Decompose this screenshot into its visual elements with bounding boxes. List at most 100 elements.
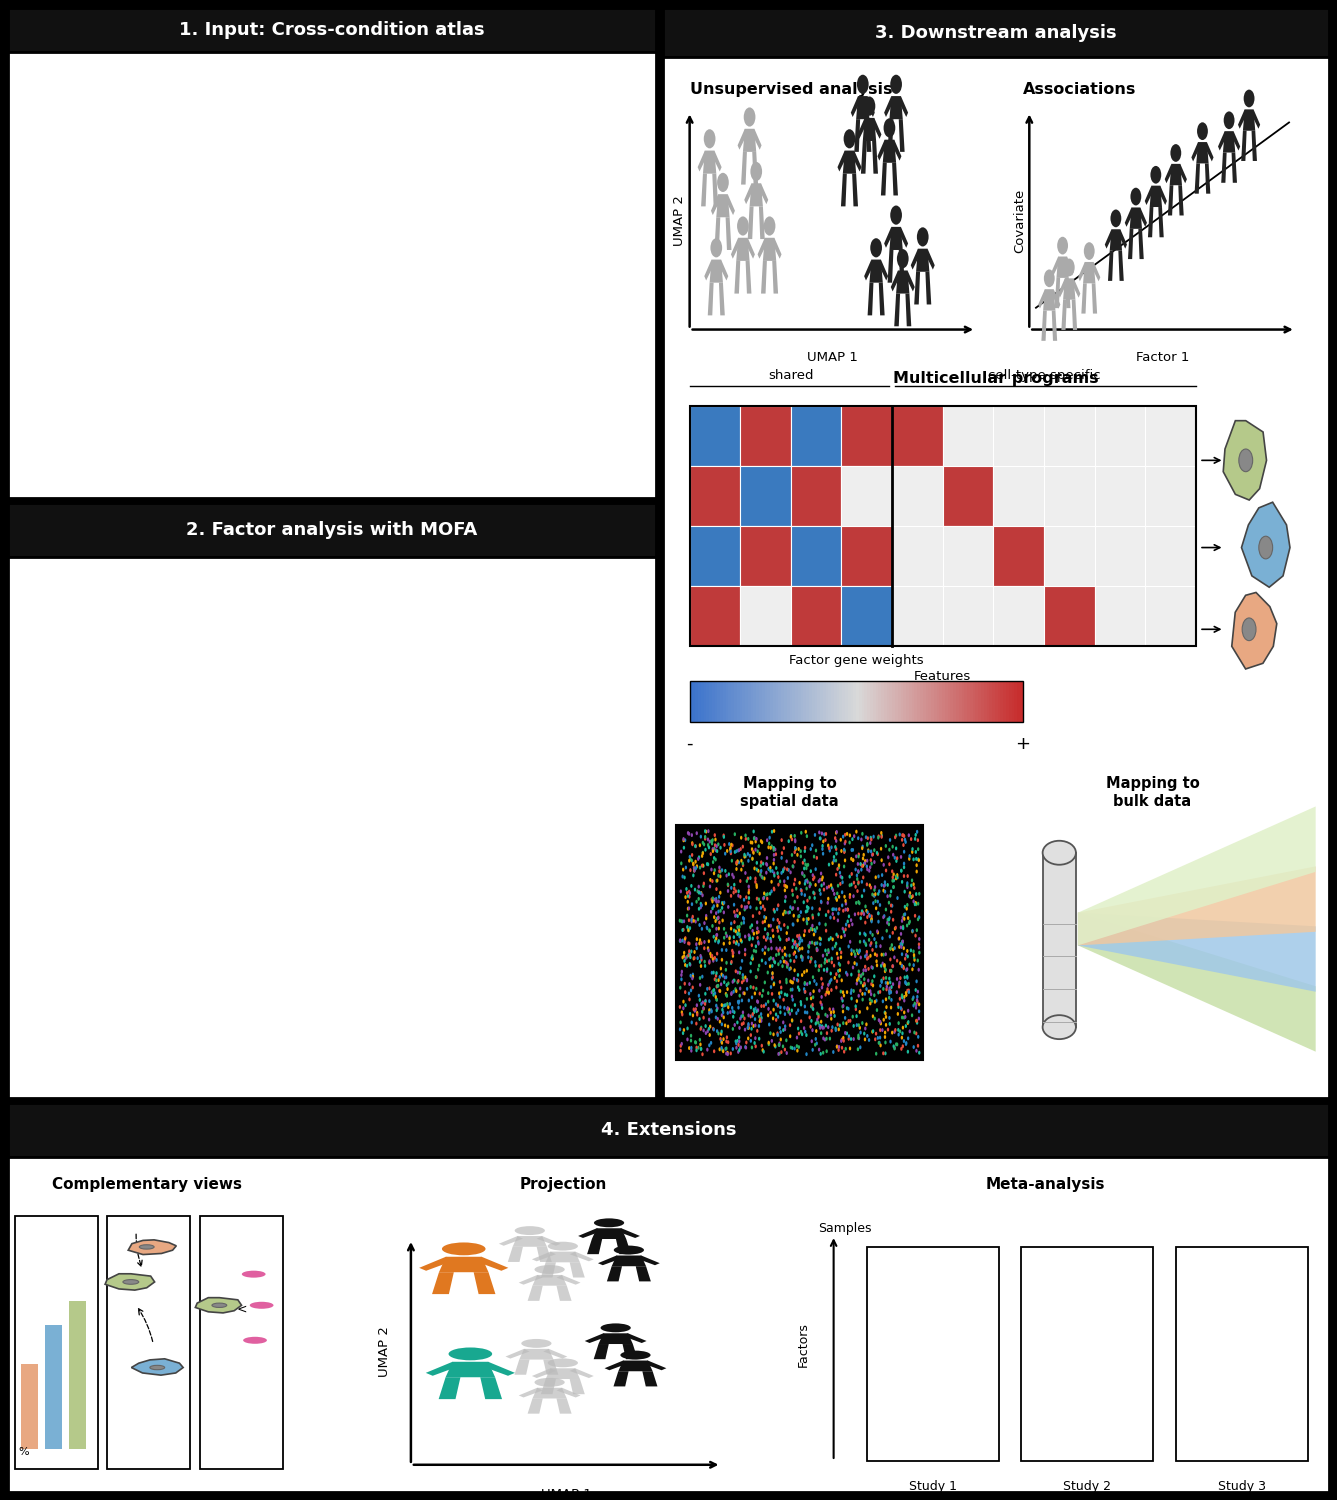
- Circle shape: [717, 915, 719, 920]
- Circle shape: [877, 912, 880, 915]
- Circle shape: [806, 862, 809, 867]
- Circle shape: [822, 1026, 825, 1029]
- Bar: [826, 681, 829, 722]
- Bar: [841, 466, 892, 526]
- Circle shape: [873, 894, 876, 898]
- Circle shape: [888, 996, 890, 999]
- Circle shape: [868, 1038, 870, 1042]
- Circle shape: [693, 862, 695, 867]
- Circle shape: [904, 980, 906, 984]
- Circle shape: [813, 933, 816, 936]
- Circle shape: [714, 833, 717, 837]
- Circle shape: [897, 1032, 900, 1036]
- Polygon shape: [623, 1334, 647, 1342]
- Polygon shape: [884, 96, 893, 117]
- Circle shape: [719, 1032, 722, 1036]
- Bar: [1043, 852, 1076, 1028]
- Circle shape: [682, 867, 685, 871]
- Circle shape: [733, 920, 735, 924]
- Circle shape: [872, 902, 874, 904]
- Circle shape: [686, 914, 689, 918]
- Circle shape: [709, 1024, 711, 1029]
- Circle shape: [877, 900, 878, 903]
- Circle shape: [908, 894, 910, 898]
- Bar: [742, 681, 745, 722]
- Circle shape: [812, 914, 814, 918]
- Circle shape: [765, 870, 767, 874]
- Circle shape: [722, 902, 725, 906]
- Circle shape: [695, 844, 697, 847]
- Circle shape: [690, 974, 691, 978]
- Bar: [1095, 406, 1146, 466]
- Circle shape: [892, 873, 894, 876]
- Polygon shape: [747, 207, 754, 238]
- Circle shape: [123, 678, 139, 692]
- Circle shape: [685, 963, 686, 968]
- Polygon shape: [1251, 110, 1261, 129]
- Circle shape: [690, 1038, 693, 1042]
- Circle shape: [913, 956, 916, 958]
- Circle shape: [682, 939, 683, 942]
- Circle shape: [913, 886, 916, 890]
- Circle shape: [870, 999, 873, 1004]
- Circle shape: [873, 847, 876, 852]
- Circle shape: [814, 963, 817, 968]
- Circle shape: [885, 1016, 888, 1019]
- Circle shape: [691, 972, 694, 976]
- Circle shape: [790, 853, 793, 856]
- Bar: [767, 681, 770, 722]
- Circle shape: [862, 910, 864, 915]
- Bar: [706, 681, 709, 722]
- Polygon shape: [94, 165, 128, 201]
- Circle shape: [722, 1011, 725, 1014]
- Circle shape: [761, 874, 763, 879]
- Polygon shape: [1148, 207, 1154, 237]
- Circle shape: [905, 993, 908, 998]
- Circle shape: [714, 939, 717, 944]
- Bar: [889, 681, 892, 722]
- Circle shape: [797, 908, 800, 910]
- Circle shape: [836, 839, 837, 843]
- Circle shape: [800, 954, 802, 958]
- Bar: [741, 466, 792, 526]
- Polygon shape: [1124, 207, 1134, 226]
- Circle shape: [783, 1047, 786, 1052]
- Circle shape: [721, 958, 723, 962]
- Circle shape: [687, 942, 690, 945]
- Polygon shape: [1197, 142, 1209, 164]
- Circle shape: [698, 890, 701, 894]
- Bar: [745, 681, 747, 722]
- Circle shape: [734, 890, 737, 892]
- Circle shape: [689, 956, 691, 958]
- Circle shape: [902, 999, 905, 1002]
- Circle shape: [902, 1040, 905, 1042]
- Circle shape: [798, 940, 801, 944]
- Circle shape: [699, 834, 702, 839]
- Circle shape: [713, 958, 714, 963]
- Circle shape: [783, 993, 786, 996]
- Circle shape: [852, 847, 854, 852]
- Polygon shape: [505, 1348, 529, 1359]
- Polygon shape: [598, 1256, 622, 1264]
- Bar: [940, 681, 943, 722]
- Circle shape: [868, 938, 870, 942]
- Circle shape: [885, 868, 888, 873]
- Circle shape: [681, 920, 683, 924]
- Circle shape: [689, 1013, 691, 1016]
- Circle shape: [857, 1036, 860, 1040]
- Circle shape: [869, 944, 872, 946]
- Circle shape: [758, 1019, 761, 1023]
- Circle shape: [832, 1008, 834, 1011]
- Circle shape: [889, 969, 892, 974]
- Bar: [809, 681, 812, 722]
- Circle shape: [682, 928, 683, 932]
- Circle shape: [1239, 448, 1253, 471]
- Circle shape: [759, 1013, 762, 1016]
- Circle shape: [715, 978, 718, 982]
- Circle shape: [687, 906, 690, 910]
- Circle shape: [757, 868, 759, 873]
- Circle shape: [758, 1036, 761, 1041]
- Circle shape: [853, 988, 854, 993]
- Polygon shape: [357, 154, 397, 196]
- Polygon shape: [293, 154, 333, 196]
